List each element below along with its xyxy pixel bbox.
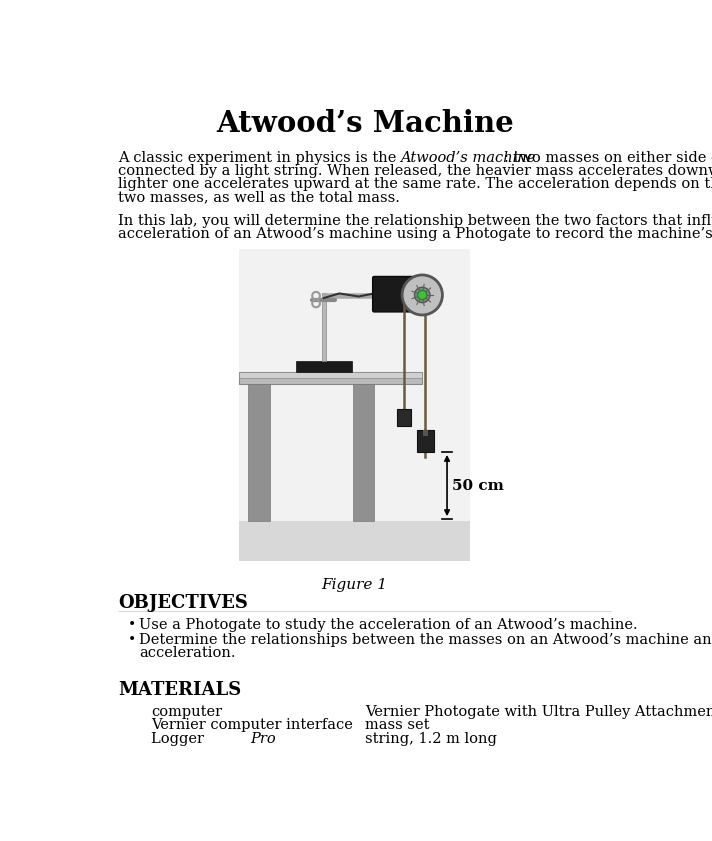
- Bar: [248, 384, 270, 521]
- Text: Vernier computer interface: Vernier computer interface: [151, 718, 353, 733]
- Text: Logger: Logger: [151, 732, 209, 746]
- Text: Atwood’s machine: Atwood’s machine: [400, 151, 535, 165]
- Text: In this lab, you will determine the relationship between the two factors that in: In this lab, you will determine the rela…: [118, 214, 712, 228]
- Text: •: •: [127, 618, 136, 632]
- Text: A classic experiment in physics is the: A classic experiment in physics is the: [118, 151, 402, 165]
- Bar: [239, 372, 422, 378]
- Circle shape: [414, 288, 430, 303]
- Text: Pro: Pro: [251, 732, 276, 746]
- Text: acceleration.: acceleration.: [140, 646, 236, 660]
- Text: computer: computer: [151, 706, 222, 719]
- Text: lighter one accelerates upward at the same rate. The acceleration depends on the: lighter one accelerates upward at the sa…: [118, 177, 712, 191]
- Bar: [239, 249, 471, 562]
- Text: connected by a light string. When released, the heavier mass accelerates downwar: connected by a light string. When releas…: [118, 164, 712, 178]
- Bar: [352, 384, 375, 521]
- Bar: [239, 521, 471, 562]
- Text: Atwood’s Machine: Atwood’s Machine: [216, 108, 514, 138]
- Text: •: •: [127, 633, 136, 647]
- FancyBboxPatch shape: [372, 277, 416, 312]
- Text: mass set: mass set: [365, 718, 429, 733]
- Bar: [397, 409, 411, 426]
- Text: string, 1.2 m long: string, 1.2 m long: [365, 732, 497, 746]
- Text: acceleration of an Atwood’s machine using a Photogate to record the machine’s mo: acceleration of an Atwood’s machine usin…: [118, 227, 712, 241]
- Bar: [423, 431, 428, 436]
- Text: Vernier Photogate with Ultra Pulley Attachment: Vernier Photogate with Ultra Pulley Atta…: [365, 706, 712, 719]
- Text: : two masses on either side of a pulley: : two masses on either side of a pulley: [504, 151, 712, 165]
- Text: Determine the relationships between the masses on an Atwood’s machine and the: Determine the relationships between the …: [140, 633, 712, 647]
- Text: Use a Photogate to study the acceleration of an Atwood’s machine.: Use a Photogate to study the acceleratio…: [140, 618, 638, 632]
- Circle shape: [418, 290, 427, 299]
- Circle shape: [402, 275, 442, 315]
- Bar: [239, 372, 422, 384]
- Text: 50 cm: 50 cm: [452, 479, 504, 493]
- Text: Figure 1: Figure 1: [321, 579, 387, 592]
- Bar: [417, 431, 434, 452]
- Text: OBJECTIVES: OBJECTIVES: [118, 594, 248, 611]
- Bar: [322, 294, 326, 361]
- Text: two masses, as well as the total mass.: two masses, as well as the total mass.: [118, 190, 400, 204]
- Text: MATERIALS: MATERIALS: [118, 680, 241, 699]
- Bar: [296, 361, 352, 372]
